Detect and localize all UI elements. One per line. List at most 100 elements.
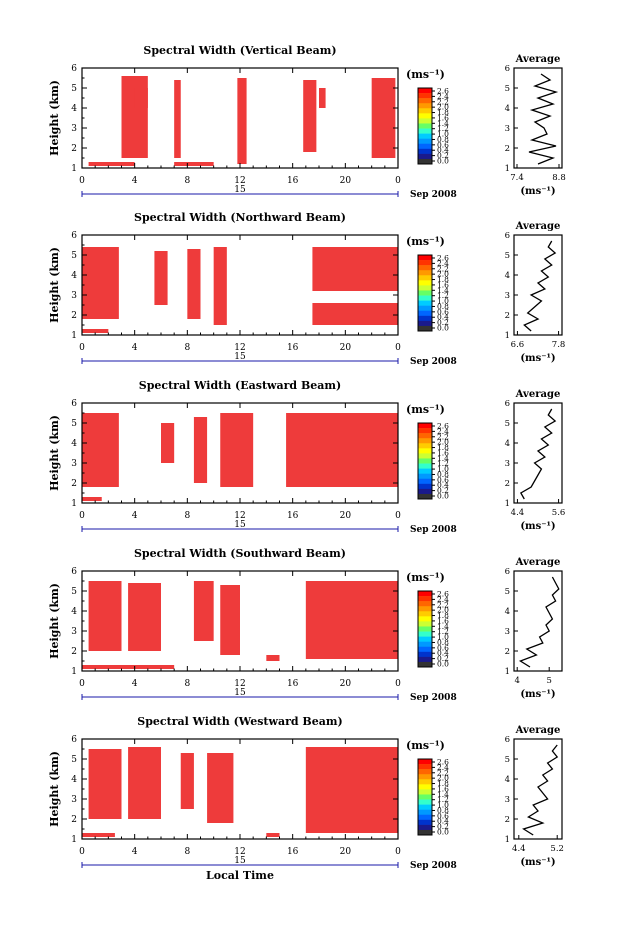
colorbar-tick-label: 1.0: [437, 130, 449, 139]
colorbar-swatch: [418, 320, 432, 327]
colorbar-frame: [417, 590, 433, 668]
colorbar-swatch: [418, 275, 432, 281]
x-tick-label: 4: [132, 679, 138, 689]
x-tick-label: 12: [234, 847, 245, 857]
colorbar-unit: (ms⁻¹): [406, 68, 445, 81]
y-tick-label: 1: [71, 667, 77, 677]
average-frame: [513, 570, 563, 672]
colorbar-swatch: [418, 621, 432, 627]
colorbar-swatch: [418, 270, 432, 276]
average-x-tick-label: 5.6: [552, 508, 566, 518]
colorbar-tick-label: 0.2: [437, 151, 449, 160]
date-label: Sep 2008: [410, 861, 457, 871]
average-frame: [513, 67, 563, 169]
x-tick-label: 20: [340, 847, 352, 857]
y-tick-label: 2: [71, 647, 77, 657]
y-tick-label: 2: [71, 815, 77, 825]
colorbar-swatch: [418, 601, 432, 607]
colorbar-tick-label: 2.2: [437, 97, 449, 106]
heatmap-block: [266, 833, 280, 837]
y-tick-label: 3: [71, 291, 77, 301]
y-tick-label: 1: [71, 499, 77, 509]
average-profile-line: [518, 576, 560, 668]
average-profile-line: [519, 408, 557, 500]
average-y-tick-label: 2: [505, 647, 510, 657]
colorbar-tick-label: 0.8: [437, 806, 449, 815]
average-x-tick-label: 4.4: [511, 508, 525, 518]
colorbar-swatch: [418, 799, 432, 805]
average-y-tick-label: 1: [505, 164, 510, 174]
colorbar-swatch: [418, 829, 432, 836]
y-axis-label: Height (km): [48, 415, 61, 491]
colorbar-tick-label: 0.0: [437, 660, 449, 669]
y-tick-label: 6: [71, 399, 77, 409]
colorbar-tick-label: 1.4: [437, 286, 449, 295]
average-y-tick-label: 4: [505, 775, 510, 785]
average-frame: [513, 234, 563, 336]
colorbar-tick-label: 1.8: [437, 108, 449, 117]
colorbar-swatch: [418, 88, 432, 94]
colorbar-tick-label: 1.0: [437, 633, 449, 642]
average-x-tick-label: 4: [514, 676, 519, 686]
colorbar-swatch: [418, 133, 432, 139]
y-tick-label: 5: [71, 419, 77, 429]
colorbar-tick-label: 0.6: [437, 811, 449, 820]
heatmap-block: [161, 423, 175, 463]
colorbar-tick-label: 2.4: [437, 427, 449, 436]
date-label: Sep 2008: [410, 190, 457, 200]
average-y-tick-label: 6: [505, 735, 510, 745]
colorbar-swatch: [418, 118, 432, 124]
average-x-label: (ms⁻¹): [520, 186, 555, 197]
average-y-tick-label: 4: [505, 271, 510, 281]
day-label: 15: [234, 185, 246, 195]
heatmap-block: [312, 303, 398, 325]
average-y-tick-label: 1: [505, 835, 510, 845]
colorbar-unit: (ms⁻¹): [406, 739, 445, 752]
colorbar-swatch: [418, 138, 432, 145]
colorbar-tick-label: 2.0: [437, 270, 449, 279]
colorbar-tick-label: 0.2: [437, 654, 449, 663]
colorbar-tick-label: 2.4: [437, 92, 449, 101]
panel-2: Spectral Width (Northward Beam)123456Hei…: [48, 211, 565, 367]
colorbar-tick-label: 2.6: [437, 87, 449, 96]
colorbar-tick-label: 0.6: [437, 643, 449, 652]
colorbar-tick-label: 0.0: [437, 157, 449, 166]
colorbar-swatch: [418, 280, 432, 286]
y-tick-label: 3: [71, 124, 77, 134]
colorbar-tick-label: 1.2: [437, 124, 449, 133]
x-tick-label: 0: [79, 511, 85, 521]
x-tick-label: 8: [184, 847, 190, 857]
heatmap-block: [180, 753, 194, 809]
panel-title: Spectral Width (Vertical Beam): [143, 44, 336, 57]
average-x-tick-label: 4.4: [512, 844, 526, 854]
colorbar-swatch: [418, 631, 432, 637]
y-tick-label: 2: [71, 144, 77, 154]
x-tick-label: 12: [234, 176, 245, 186]
colorbar-frame: [417, 254, 433, 332]
colorbar-tick-label: 0.0: [437, 492, 449, 501]
colorbar-tick-label: 2.6: [437, 590, 449, 599]
colorbar-swatch: [418, 779, 432, 785]
colorbar-tick-label: 1.6: [437, 784, 449, 793]
colorbar-tick-label: 1.0: [437, 465, 449, 474]
colorbar-tick-label: 0.4: [437, 313, 449, 322]
y-tick-label: 3: [71, 627, 77, 637]
colorbar-tick-label: 0.2: [437, 822, 449, 831]
colorbar-tick-label: 1.8: [437, 779, 449, 788]
y-axis-label: Height (km): [48, 247, 61, 323]
average-y-tick-label: 5: [505, 587, 510, 597]
heatmap-block: [134, 88, 148, 108]
y-tick-label: 3: [71, 459, 77, 469]
average-x-label: (ms⁻¹): [520, 857, 555, 868]
colorbar-swatch: [418, 305, 432, 312]
colorbar-tick-label: 2.6: [437, 422, 449, 431]
colorbar-swatch: [418, 794, 432, 800]
average-y-tick-label: 2: [505, 815, 510, 825]
colorbar-swatch: [418, 824, 432, 831]
colorbar-swatch: [418, 438, 432, 444]
colorbar-tick-label: 1.6: [437, 448, 449, 457]
colorbar-tick-label: 0.6: [437, 307, 449, 316]
x-tick-label: 16: [287, 679, 299, 689]
average-y-tick-label: 5: [505, 84, 510, 94]
